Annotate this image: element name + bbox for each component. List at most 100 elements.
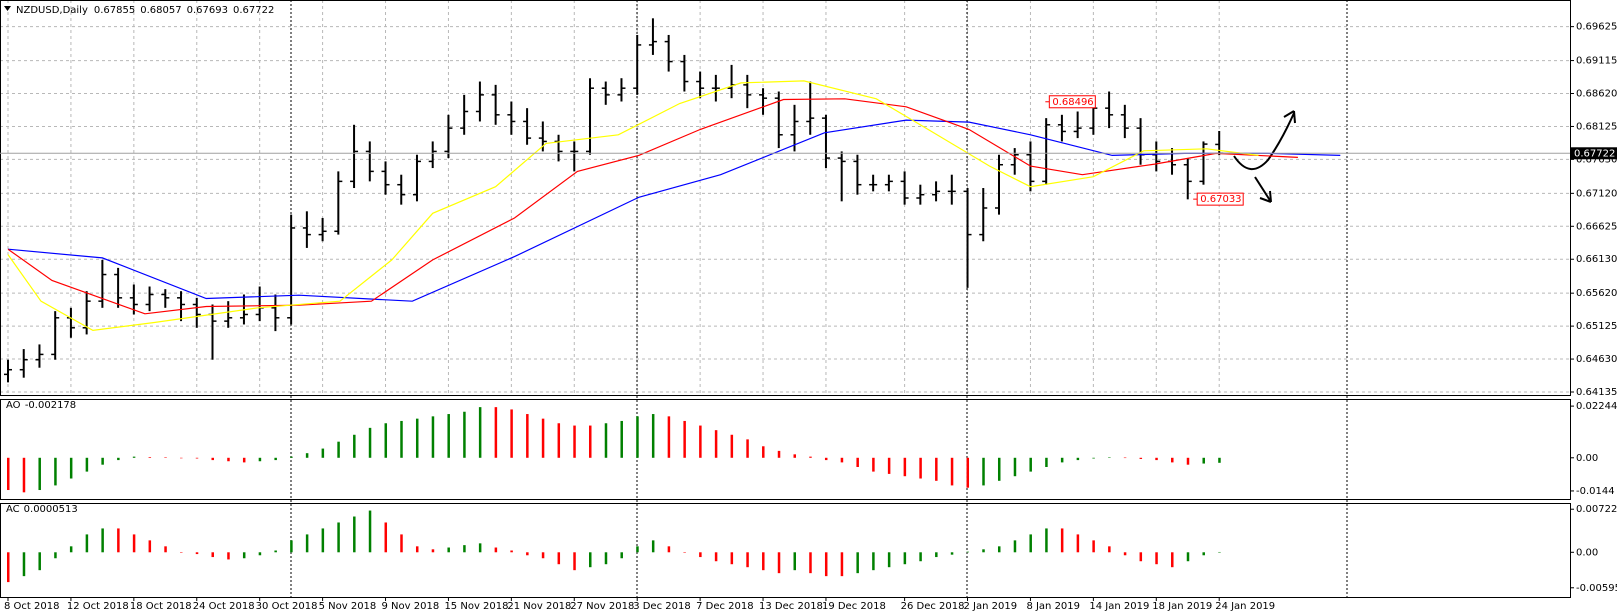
histogram-bar	[384, 522, 388, 553]
histogram-bar	[982, 549, 985, 553]
histogram-bar	[211, 552, 214, 558]
histogram-bar	[463, 545, 466, 553]
histogram-bar	[589, 425, 592, 458]
histogram-bar	[69, 457, 73, 479]
x-tick-label: 8 Oct 2018	[4, 601, 59, 612]
histogram-bar	[667, 416, 671, 458]
histogram-bar	[1013, 540, 1017, 553]
histogram-bar	[1029, 534, 1032, 553]
histogram-bar	[966, 457, 970, 488]
histogram-bar	[636, 416, 639, 458]
histogram-bar	[368, 510, 372, 553]
histogram-bar	[1013, 457, 1017, 477]
histogram-bar	[54, 552, 57, 559]
histogram-bar	[1155, 552, 1158, 565]
histogram-bar	[526, 414, 529, 458]
histogram-bar	[620, 552, 623, 559]
arrow-down	[1254, 176, 1272, 203]
x-tick-label: 18 Jan 2019	[1152, 601, 1212, 612]
histogram-bar	[337, 522, 340, 553]
histogram-bar	[337, 441, 340, 458]
header-high: 0.68057	[140, 5, 181, 16]
histogram-bar	[274, 457, 277, 461]
histogram-bar	[305, 453, 309, 458]
histogram-bar	[793, 552, 796, 571]
x-tick-label: 24 Jan 2019	[1215, 601, 1275, 612]
histogram-bar	[667, 546, 671, 553]
ao-title: AO	[6, 400, 21, 411]
x-tick-label: 8 Jan 2019	[1026, 601, 1080, 612]
histogram-bar	[494, 407, 498, 458]
histogram-bar	[604, 552, 608, 565]
histogram-bar	[573, 425, 576, 458]
histogram-bar	[950, 552, 954, 555]
grid-layer	[0, 0, 1570, 395]
ac-title: AC	[6, 504, 20, 515]
histogram-bar	[510, 409, 513, 458]
histogram-bar	[180, 457, 183, 459]
histogram-bar	[573, 552, 576, 571]
y-tick-label: 0.00	[1576, 547, 1598, 558]
x-tick-label: 30 Oct 2018	[256, 601, 318, 612]
ao-value: -0.002178	[25, 400, 76, 411]
histogram-bar	[589, 552, 592, 568]
ma-line	[7, 98, 1298, 315]
histogram-bar	[636, 546, 639, 553]
histogram-bar	[164, 457, 167, 458]
header-low: 0.67693	[187, 5, 228, 16]
x-tick-label: 12 Oct 2018	[67, 601, 129, 612]
histogram-bar	[950, 457, 954, 486]
histogram-bar	[478, 543, 482, 553]
histogram-bar	[1171, 457, 1174, 463]
y-tick-label: 0.67630	[1576, 154, 1617, 165]
histogram-bar	[762, 552, 765, 571]
histogram-bar	[274, 550, 277, 553]
histogram-bar	[494, 547, 498, 553]
histogram-bar	[824, 457, 828, 461]
histogram-bar	[195, 552, 199, 555]
x-tick-label: 7 Dec 2018	[696, 601, 754, 612]
histogram-bar	[840, 457, 844, 463]
ma-line	[7, 80, 1259, 332]
histogram-bar	[997, 457, 1001, 481]
histogram-bar	[400, 420, 403, 458]
histogram-bar	[463, 411, 466, 458]
histogram-bar	[793, 454, 796, 458]
annotation-box	[1196, 192, 1244, 206]
histogram-bar	[699, 425, 702, 458]
histogram-bar	[604, 423, 608, 458]
histogram-bar	[557, 423, 561, 458]
y-tick-label: 0.65620	[1576, 288, 1617, 299]
x-tick-label: 18 Oct 2018	[130, 601, 192, 612]
x-tick-label: 15 Nov 2018	[444, 601, 508, 612]
y-tick-label: 0.69625	[1576, 22, 1617, 33]
histogram-bar	[227, 552, 230, 560]
histogram-bar	[384, 423, 388, 458]
y-tick-label: 0.66130	[1576, 254, 1617, 265]
histogram-bar	[872, 457, 875, 472]
histogram-bar	[872, 552, 875, 571]
arrow-head	[1283, 110, 1296, 124]
histogram-bar	[148, 540, 152, 553]
histogram-bar	[1076, 534, 1080, 553]
histogram-bar	[54, 457, 57, 486]
histogram-bar	[1108, 457, 1111, 458]
histogram-bar	[557, 552, 561, 565]
price-label-box	[1571, 147, 1617, 160]
histogram-bar	[777, 552, 781, 574]
histogram-bar	[85, 457, 89, 472]
x-tick-label: 3 Dec 2018	[633, 601, 691, 612]
y-tick-label: 0.69115	[1576, 56, 1617, 67]
histogram-bar	[1139, 552, 1143, 562]
x-tick-label: 9 Nov 2018	[382, 601, 440, 612]
histogram-bar	[683, 552, 686, 553]
y-tick-label: 0.67120	[1576, 188, 1617, 199]
histogram-bar	[148, 457, 152, 458]
histogram-bar	[431, 549, 435, 553]
histogram-bar	[1186, 552, 1190, 562]
histogram-bar	[22, 552, 26, 577]
histogram-bar	[651, 414, 655, 458]
histogram-bar	[117, 457, 120, 461]
histogram-bar	[69, 546, 73, 553]
x-tick-label: 14 Jan 2019	[1089, 601, 1149, 612]
